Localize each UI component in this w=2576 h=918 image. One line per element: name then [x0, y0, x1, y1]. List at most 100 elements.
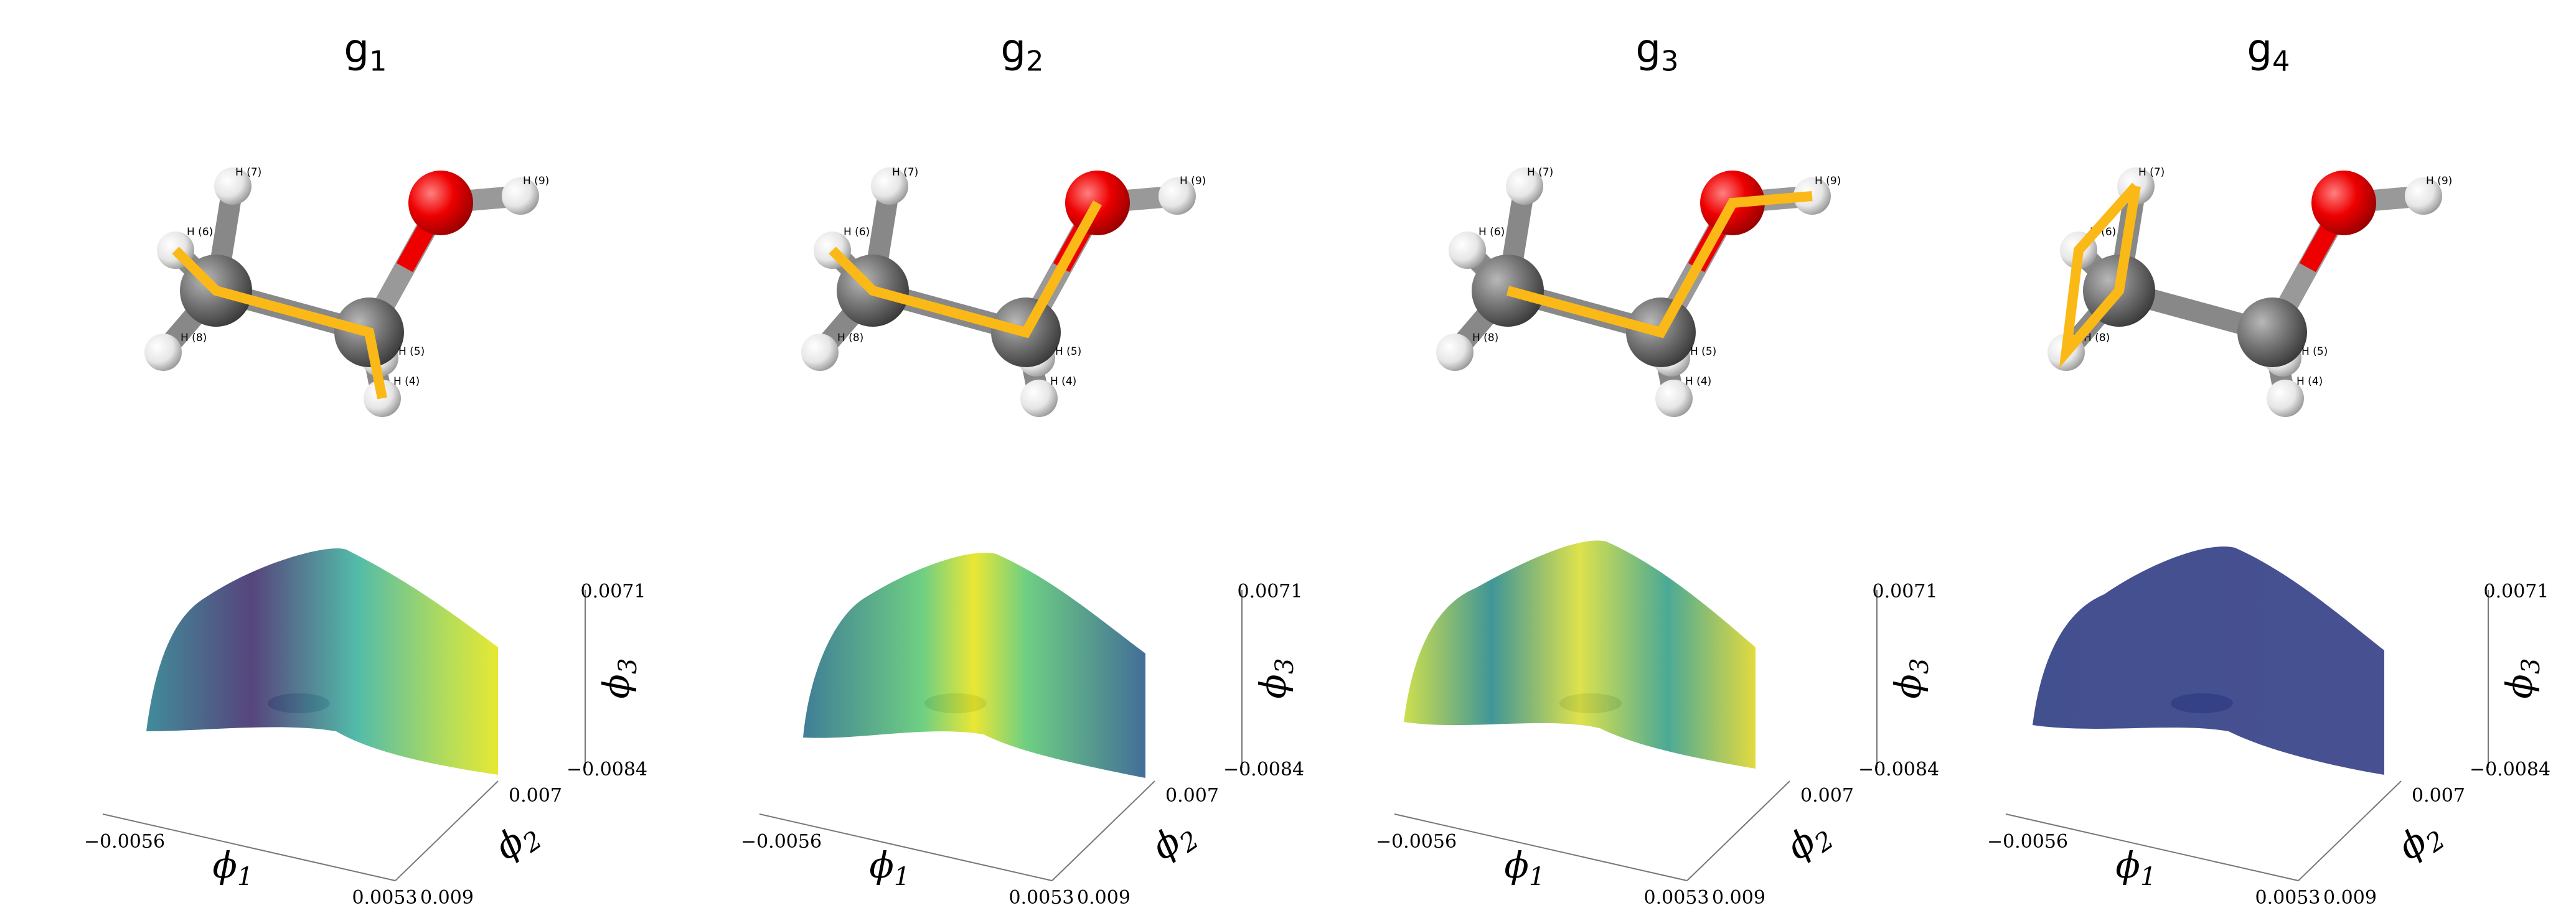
highlight-path	[172, 246, 387, 400]
atom-label: H (8)	[181, 332, 207, 344]
highlight-path	[829, 200, 1102, 339]
z-axis-label-base: ϕ	[1887, 674, 1929, 699]
atom	[1159, 177, 1196, 215]
z-axis-label: ϕ3	[595, 658, 642, 698]
atom	[2237, 297, 2307, 367]
panel-title: g2	[1000, 26, 1043, 77]
z-min-label: −0.0084	[1223, 759, 1304, 780]
z-max-label: 0.0071	[1873, 581, 1938, 602]
highlight-path	[1506, 191, 1813, 339]
molecule: H (7) H (6) H (8) H (5) H (4) H (9)	[144, 166, 549, 417]
z-axis-label-base: ϕ	[2498, 674, 2541, 699]
atom-label: H (7)	[2138, 166, 2165, 179]
x-max-label: 0.0053	[1009, 887, 1074, 909]
y-axis-label: ϕ2	[1144, 810, 1204, 873]
z-max-label: 0.0071	[581, 581, 646, 602]
x-min-label: −0.0056	[84, 831, 165, 853]
atom	[1506, 167, 1543, 205]
x-axis-label-base: ϕ	[1504, 844, 1529, 886]
atom-label: H (4)	[1050, 375, 1076, 388]
molecule: H (7)H (6)H (8)H (5)H (4)H (9)	[2047, 166, 2452, 417]
atom	[1020, 380, 1058, 417]
atom-label: H (7)	[1527, 166, 1553, 179]
x-axis-label: ϕ1	[212, 844, 253, 891]
x-axis	[2005, 813, 2299, 881]
atom-label: H (6)	[187, 226, 213, 238]
atom-label: H (5)	[1690, 345, 1716, 358]
atom	[144, 334, 182, 371]
atom-label: H (4)	[2296, 375, 2323, 388]
scatter-cloud	[1404, 540, 1756, 769]
atom-label: H (8)	[2084, 332, 2110, 344]
z-axis-label: ϕ3	[1887, 658, 1934, 698]
z-axis-label-sub: 3	[2516, 658, 2545, 674]
atom-label: H (8)	[1472, 332, 1498, 344]
y-axis-label: ϕ2	[487, 810, 547, 873]
panel-title-base: g	[2247, 26, 2272, 72]
atom-label: H (4)	[1685, 375, 1711, 388]
molecule: H (7)H (6)H (8)H (5)H (4)H (9)	[801, 166, 1206, 417]
x-axis-label-sub: 1	[894, 861, 910, 891]
panel: g2 H (7) H (6) H (8) H (5) H (4) H (9) −0.0056 0…	[741, 26, 1304, 909]
y-min-label: 0.009	[420, 887, 474, 909]
atom-label: H (6)	[844, 226, 870, 238]
atom-label: H (7)	[892, 166, 918, 179]
x-axis-label: ϕ1	[869, 844, 910, 891]
atom-label: H (8)	[837, 332, 863, 344]
atom	[1655, 380, 1693, 417]
x-min-label: −0.0056	[1376, 831, 1457, 853]
x-axis	[1394, 813, 1688, 881]
x-min-label: −0.0056	[1987, 831, 2068, 853]
atom-label: H (9)	[1815, 175, 1841, 187]
x-axis	[759, 813, 1053, 881]
y-min-label: 0.009	[1077, 887, 1131, 909]
panel-title: g1	[344, 26, 387, 77]
atom-label: H (7)	[235, 166, 261, 179]
panel-title: g3	[1635, 26, 1678, 77]
y-axis-label: ϕ2	[1779, 810, 1839, 873]
y-axis-label: ϕ2	[2390, 810, 2450, 873]
atom-label: H (4)	[393, 375, 420, 388]
atom-label: H (6)	[1478, 226, 1505, 238]
y-max-label: 0.007	[509, 785, 562, 807]
atom	[2405, 177, 2442, 215]
y-min-label: 0.009	[1712, 887, 1765, 909]
x-axis-label-sub: 1	[1529, 861, 1545, 891]
panel-title-sub: 3	[1661, 44, 1679, 77]
atom	[1436, 334, 1474, 371]
y-max-label: 0.007	[1165, 785, 1219, 807]
z-axis-label-sub: 3	[613, 658, 642, 674]
panel-title-sub: 1	[369, 44, 387, 77]
atom	[408, 171, 473, 235]
y-max-label: 0.007	[1800, 785, 1854, 807]
atom-label: H (5)	[398, 345, 425, 358]
z-max-label: 0.0071	[1238, 581, 1303, 602]
panel-title-sub: 2	[1026, 44, 1044, 77]
panel: g1 H (7) H (6) H (8) H (5) H (4) H (9) −0.0056 0…	[84, 26, 647, 909]
atom	[1449, 232, 1486, 269]
x-max-label: 0.0053	[352, 887, 418, 909]
z-min-label: −0.0084	[1858, 759, 1939, 780]
z-axis-label-sub: 3	[1904, 658, 1934, 674]
x-axis-label-base: ϕ	[2115, 844, 2140, 886]
atom	[871, 167, 908, 205]
x-min-label: −0.0056	[741, 831, 822, 853]
atom	[502, 177, 539, 215]
panel-title-sub: 4	[2272, 44, 2290, 77]
panel: g3H (7)H (6)H (8)H (5)H (4)H (9)−0.00560…	[1376, 26, 1939, 909]
panel-title-base: g	[1635, 26, 1661, 72]
z-axis-label: ϕ3	[2498, 658, 2545, 698]
panel-title: g4	[2247, 26, 2290, 77]
y-axis	[1686, 780, 1790, 881]
x-max-label: 0.0053	[1644, 887, 1709, 909]
scatter-cloud	[2033, 546, 2384, 775]
atom	[801, 334, 839, 371]
y-axis	[395, 780, 499, 881]
x-axis-label-base: ϕ	[212, 844, 237, 886]
atom-label: H (9)	[523, 175, 549, 187]
y-min-label: 0.009	[2323, 887, 2377, 909]
atom-label: H (5)	[1055, 345, 1081, 358]
panel-title-base: g	[1000, 26, 1026, 72]
x-axis-label-sub: 1	[2140, 861, 2156, 891]
